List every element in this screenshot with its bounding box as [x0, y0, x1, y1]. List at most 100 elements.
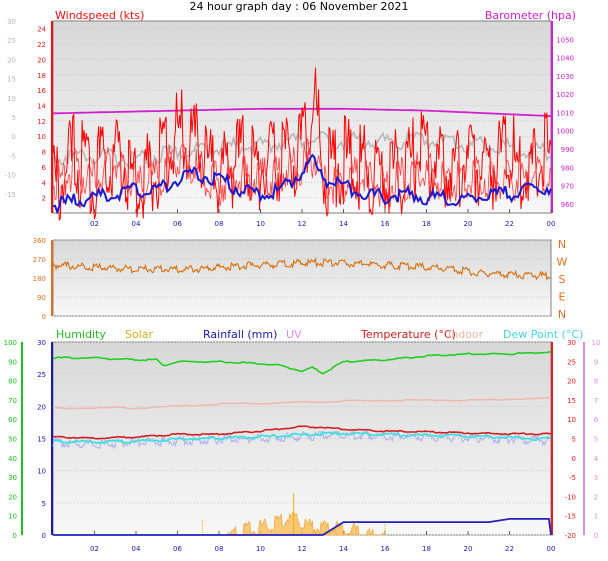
uv-tick-label: 9	[594, 358, 598, 366]
humidity-tick-label: 20	[8, 493, 17, 501]
wind-tick-label: 22	[37, 41, 46, 49]
temp-tick-label: 10	[567, 416, 576, 424]
x-tick-label: 16	[381, 220, 390, 228]
x-tick-label: 18	[422, 545, 431, 553]
rainfall-line	[53, 518, 552, 536]
outer-tick-label: 25	[7, 37, 16, 45]
uv-tick-label: 7	[594, 397, 598, 405]
dewpoint-label: Dew Point (°C)	[503, 328, 583, 341]
wind-tick-label: 4	[42, 179, 47, 187]
x-tick-label: 14	[339, 545, 348, 553]
indoor-label: Indoor	[448, 328, 484, 341]
wind-tick-label: 20	[37, 56, 46, 64]
solar-area	[225, 511, 385, 537]
dir-tick-label: 90	[37, 294, 46, 302]
x-tick-label: 00	[547, 220, 556, 228]
uv-tick-label: 3	[594, 474, 598, 482]
humidity-tick-label: 70	[8, 397, 17, 405]
uv-tick-label: 0	[594, 532, 598, 540]
dir-tick-label: 360	[33, 237, 46, 245]
dir-tick-label: 180	[33, 275, 46, 283]
temp-tick-label: 25	[567, 358, 576, 366]
humidity-label: Humidity	[56, 328, 106, 341]
temperature-line	[52, 425, 552, 440]
outer-tick-label: 15	[7, 76, 16, 84]
wind-tick-label: 18	[37, 72, 46, 80]
humidity-tick-label: 60	[8, 416, 17, 424]
baro-tick-label: 1010	[556, 109, 574, 117]
humidity-tick-label: 80	[8, 378, 17, 386]
compass-label: N	[558, 238, 566, 251]
wind-tick-label: 8	[42, 149, 46, 157]
baro-tick-label: 1020	[556, 91, 574, 99]
uv-tick-label: 2	[594, 493, 598, 501]
baro-tick-label: 990	[561, 146, 574, 154]
dewpoint-line	[52, 431, 551, 445]
baro-tick-label: 980	[561, 164, 574, 172]
x-tick-label: 22	[505, 545, 514, 553]
temp-tick-label: -20	[565, 532, 576, 540]
compass-label: W	[557, 256, 568, 269]
baro-tick-label: 960	[561, 201, 574, 209]
x-tick-label: 14	[339, 220, 348, 228]
x-tick-label: 20	[464, 220, 473, 228]
x-tick-label: 02	[90, 545, 99, 553]
uv-tick-label: 4	[594, 455, 599, 463]
uv-tick-label: 10	[592, 339, 601, 347]
rain-tick-label: 30	[37, 339, 46, 347]
temp-tick-label: -10	[565, 493, 576, 501]
humidity-tick-label: 50	[8, 436, 17, 444]
x-tick-label: 04	[132, 545, 141, 553]
compass-label: N	[558, 308, 566, 321]
rain-tick-label: 15	[37, 436, 46, 444]
x-tick-label: 12	[298, 545, 307, 553]
baro-tick-label: 1040	[556, 55, 574, 63]
baro-tick-label: 1000	[556, 128, 574, 136]
windspeed-label: Windspeed (kts)	[55, 9, 144, 22]
wind-tick-label: 24	[37, 26, 46, 34]
temp-tick-label: -5	[569, 474, 576, 482]
avg-wind-line	[52, 153, 552, 215]
wind-tick-label: 10	[37, 133, 46, 141]
humidity-tick-label: 40	[8, 455, 17, 463]
rain-tick-label: 0	[42, 532, 46, 540]
wind-tick-label: 6	[42, 164, 47, 172]
outer-tick-label: 5	[12, 114, 16, 122]
temp-tick-label: 20	[567, 378, 576, 386]
outer-tick-label: -15	[5, 191, 16, 199]
x-tick-label: 16	[381, 545, 390, 553]
humidity-tick-label: 90	[8, 358, 17, 366]
x-tick-label: 08	[215, 545, 224, 553]
rain-tick-label: 5	[42, 500, 46, 508]
baro-tick-label: 970	[561, 183, 574, 191]
uv-tick-label: 6	[594, 416, 599, 424]
compass-label: E	[559, 291, 566, 304]
wind-direction-line	[52, 257, 552, 282]
x-tick-label: 20	[464, 545, 473, 553]
rain-tick-label: 10	[37, 468, 46, 476]
barometer-label: Barometer (hpa)	[485, 9, 576, 22]
outer-tick-label: -10	[5, 172, 16, 180]
uv-tick-label: 8	[594, 378, 598, 386]
temp-tick-label: 30	[567, 339, 576, 347]
outer-tick-label: 30	[7, 18, 16, 26]
x-tick-label: 08	[215, 220, 224, 228]
humidity-tick-label: 10	[8, 513, 17, 521]
rain-tick-label: 25	[37, 371, 46, 379]
temp-tick-label: 15	[567, 397, 576, 405]
wind-tick-label: 12	[37, 118, 46, 126]
humidity-tick-label: 0	[13, 532, 17, 540]
temp-tick-label: -15	[565, 513, 576, 521]
outer-tick-label: 10	[7, 95, 16, 103]
x-tick-label: 10	[256, 545, 265, 553]
outer-tick-label: 0	[12, 133, 16, 141]
temp-tick-label: 0	[572, 455, 576, 463]
baro-tick-label: 1050	[556, 36, 574, 44]
wind-tick-label: 2	[42, 195, 46, 203]
x-tick-label: 02	[90, 220, 99, 228]
rain-tick-label: 20	[37, 403, 46, 411]
uv-tick-label: 5	[594, 436, 598, 444]
humidity-tick-label: 30	[8, 474, 17, 482]
rainfall-label: Rainfall (mm)	[203, 328, 277, 341]
x-tick-label: 10	[256, 220, 265, 228]
